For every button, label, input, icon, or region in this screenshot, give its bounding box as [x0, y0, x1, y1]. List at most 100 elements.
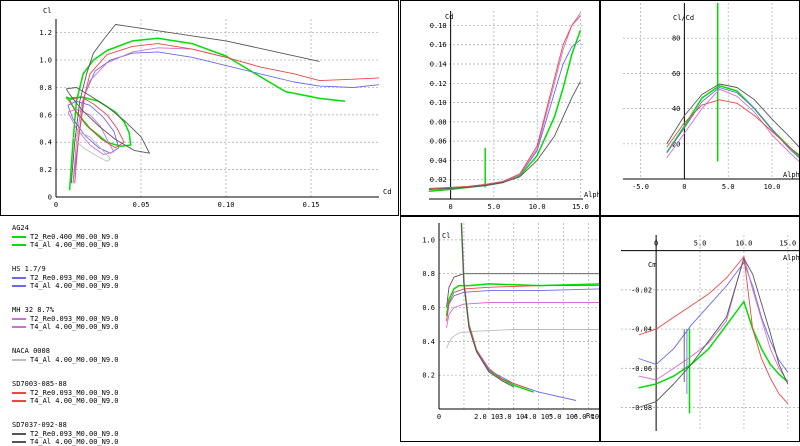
chart-polar-cl-cd-series-ag24-t2: [68, 37, 346, 191]
chart-cl-cd-alpha-xlabel: Alpha: [783, 171, 800, 179]
chart-cl-cd-alpha-xtick-label: -5.0: [632, 183, 649, 191]
chart-polar-cl-cd-series-sd7003-t4: [69, 96, 125, 149]
chart-polar-cl-cd-xtick-label: 0.05: [133, 201, 150, 209]
chart-cl-re-series-mh-t4: [446, 302, 599, 328]
chart-cm-alpha-xlabel: Alpha: [783, 254, 800, 262]
chart-cl-cd-alpha-ytick-label: 80: [672, 35, 680, 43]
chart-cm-alpha-series-sd7037-t2: [638, 258, 789, 408]
chart-cl-cd-alpha-ylabel: Cl/Cd: [673, 14, 694, 22]
polar-chart: 0 0.05 0.10 0.15 0 0.2 0.4 0.6 0.8 1.0 1.2 Cl Cd: [39, 7, 391, 209]
legend-label-mh-t2: T2_Re0.093_M0.00_N9.0: [30, 315, 119, 323]
chart-cl-re-series-mh-t2: [460, 222, 515, 388]
chart-polar-cl-cd-xtick-label: 0.15: [303, 201, 320, 209]
chart-cm-alpha-ytick-label: -0.08: [631, 404, 652, 412]
chart-cd-alpha-xtick-label: 0: [449, 203, 453, 211]
chart-cl-cd-alpha-ytick-label: 40: [672, 105, 680, 113]
chart-cm-alpha-ytick-label: -0.02: [631, 286, 652, 294]
chart-cl-re-series-hs-t4: [446, 288, 599, 322]
cm-alpha-panel: 0 5.0 10.0 15.0 -0.08 -0.06 -0.04 -0.02 Cm Alpha: [600, 216, 800, 442]
chart-cl-cd-alpha-series-mh-t2: [666, 88, 799, 162]
chart-polar-cl-cd-series-sd7037-t2: [70, 24, 320, 184]
chart-polar-cl-cd-ytick-label: 0.2: [39, 166, 52, 174]
chart-polar-cl-cd-series-sd7037-t4: [65, 87, 150, 154]
chart-cl-cd-alpha-series-sd7037-t2: [666, 83, 799, 148]
chart-polar-cl-cd-ytick-label: 1.2: [39, 29, 52, 37]
chart-cd-alpha-ylabel: Cd: [445, 13, 453, 21]
chart-cl-re-series-naca-t4: [446, 329, 599, 349]
chart-polar-cl-cd-ytick-label: 1.0: [39, 57, 52, 65]
chart-cd-alpha-ytick-label: 0.18: [430, 22, 447, 30]
chart-cl-cd-alpha-xtick-label: 10.0: [764, 183, 781, 191]
legend-swatch-hs-t2: [12, 277, 26, 279]
chart-cm-alpha-series-sd7003-t2: [638, 256, 789, 404]
chart-polar-cl-cd-xtick-label: 0: [54, 201, 58, 209]
polar-panel: 0 0.05 0.10 0.15 0 0.2 0.4 0.6 0.8 1.0 1.2 Cl Cd: [0, 0, 399, 216]
chart-polar-cl-cd-ylabel: Cl: [43, 7, 51, 15]
chart-cm-alpha-xtick-label: 15.0: [779, 240, 796, 248]
legend-label-sd7003-t4: T4_Al 4.00_M0.00_N9.0: [30, 397, 119, 405]
chart-cm-alpha-ytick-label: -0.04: [631, 326, 652, 334]
legend-label-hs-t2: T2_Re0.093_M0.00_N9.0: [30, 274, 119, 282]
chart-polar-cl-cd-series-sd7003-t2: [74, 43, 380, 184]
chart-cl-re-xtick-label: 3.0 10⁵: [499, 413, 529, 421]
legend-label-mh-t4: T4_Al 4.00_M0.00_N9.0: [30, 323, 119, 331]
legend-label-hs-t4: T4_Al 4.00_M0.00_N9.0: [30, 282, 119, 290]
chart-cl-cd-alpha-series-sd7003-t2: [666, 99, 799, 156]
chart-polar-cl-cd-series-mh-t4: [67, 108, 115, 156]
chart-polar-cl-cd-series-naca-t4: [72, 132, 111, 162]
chart-polar-cl-cd-ytick-label: 0.8: [39, 84, 52, 92]
legend-airfoil-mh-32-8-7: MH 32 8.7%: [12, 306, 55, 314]
chart-cm-alpha-series-mh-t2: [638, 256, 789, 383]
chart-cl-cd-alpha-ytick-label: 60: [672, 70, 680, 78]
legend-airfoil-sd7037-092-88: SD7037-092-88: [12, 421, 67, 429]
legend-label-ag24-t4: T4_Al 4.00_M0.00_N9.0: [30, 241, 119, 249]
legend-swatch-sd7037-t4: [12, 441, 26, 443]
legend-label-ag24-t2: T2_Re0.400_M0.00_N9.0: [30, 233, 119, 241]
chart-cm-alpha-ylabel: Cm: [648, 261, 656, 269]
chart-polar-cl-cd-xlabel: Cd: [383, 188, 391, 196]
cd-alpha-chart: 0 5.0 10.0 15.0 0.02 0.04 0.06 0.08 0.10 0.12 0.14…: [428, 11, 600, 211]
legend-airfoil-naca-0008: NACA 0008: [12, 347, 50, 355]
chart-polar-cl-cd-ytick-label: 0.4: [39, 139, 52, 147]
chart-cl-re-series-sd7037-t2: [460, 222, 515, 388]
legend-swatch-ag24-t2: [12, 236, 26, 238]
chart-cl-cd-alpha-xtick-label: 5.0: [722, 183, 735, 191]
chart-cl-re-xtick-label: 2.0 10⁵: [474, 413, 504, 421]
chart-cl-re-ytick-label: 0.4: [422, 338, 435, 346]
chart-cl-re-xtick-label: 5.0 10⁵: [549, 413, 579, 421]
legend-label-naca-t4: T4_Al 4.00_M0.00_N9.0: [30, 356, 119, 364]
legend-swatch-hs-t4: [12, 285, 26, 287]
legend-swatch-ag24-t4: [12, 244, 26, 246]
chart-cl-re-xlabel: Re: [586, 412, 594, 420]
legend-swatch-naca-t4: [12, 359, 26, 361]
chart-cl-cd-alpha-series-ag24-t2: [666, 84, 799, 158]
chart-cm-alpha-xtick-label: 5.0: [694, 240, 707, 248]
chart-cd-alpha-ytick-label: 0.14: [430, 61, 447, 69]
chart-cl-re-xtick-label: 0: [437, 413, 441, 421]
chart-polar-cl-cd-xtick-label: 0.10: [218, 201, 235, 209]
cm-alpha-chart: 0 5.0 10.0 15.0 -0.08 -0.06 -0.04 -0.02 Cm Alpha: [621, 235, 800, 431]
chart-cd-alpha-xtick-label: 5.0: [488, 203, 501, 211]
legend-swatch-mh-t2: [12, 318, 26, 320]
chart-cd-alpha-series-mh-t2: [428, 12, 581, 190]
chart-polar-cl-cd-ytick-label: 0: [48, 194, 52, 202]
chart-cm-alpha-series-hs-t2: [638, 261, 789, 373]
chart-cm-alpha-xtick-label: 0: [654, 240, 658, 248]
chart-cd-alpha-ytick-label: 0.04: [430, 157, 447, 165]
chart-cd-alpha-xtick-label: 10.0: [529, 203, 546, 211]
chart-cd-alpha-series-sd7037-t2: [428, 81, 581, 190]
chart-cd-alpha-ytick-label: 0.08: [430, 118, 447, 126]
chart-cd-alpha-series-ag24-t2: [428, 30, 582, 193]
chart-cd-alpha-xlabel: Alpha: [584, 191, 600, 199]
chart-cl-re-xtick-label: 6.0 10⁵: [574, 413, 600, 421]
chart-cl-re-ytick-label: 0.8: [422, 270, 435, 278]
chart-polar-cl-cd-ytick-label: 0.6: [39, 111, 52, 119]
chart-cl-cd-alpha-xtick-label: 0: [682, 183, 686, 191]
legend-airfoil-hs-1-7-9: HS 1.7/9: [12, 265, 46, 273]
legend-swatch-mh-t4: [12, 326, 26, 328]
chart-cm-alpha-xtick-label: 10.0: [735, 240, 752, 248]
cl-re-panel: 0 2.0 10⁵ 3.0 10⁵ 4.0 10⁵ 5.0 10⁵ 6.0 10⁵ 0.2 0…: [400, 216, 600, 442]
